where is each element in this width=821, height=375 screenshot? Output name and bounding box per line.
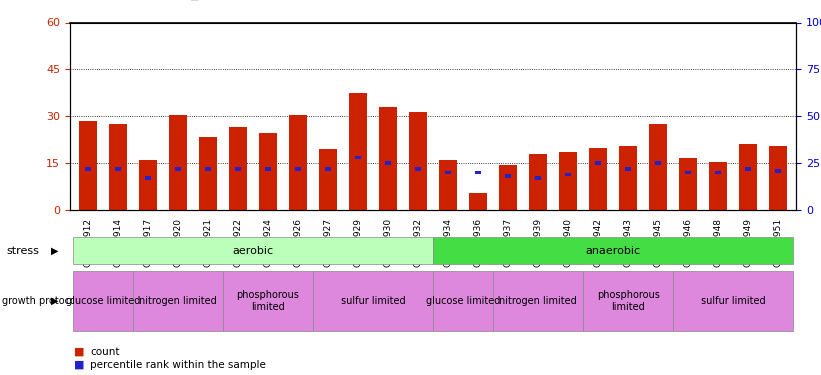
Bar [235, 167, 241, 171]
Bar [595, 161, 601, 165]
Bar [589, 147, 608, 210]
Bar [115, 167, 121, 171]
Bar [79, 121, 97, 210]
Text: glucose limited: glucose limited [426, 296, 500, 306]
Bar [686, 171, 691, 174]
Text: ▶: ▶ [51, 246, 59, 256]
Text: nitrogen limited: nitrogen limited [139, 296, 217, 306]
Bar [295, 167, 300, 171]
Bar [709, 162, 727, 210]
Bar [409, 112, 427, 210]
Bar [325, 167, 331, 171]
Text: phosphorous
limited: phosphorous limited [236, 290, 300, 312]
Bar [626, 167, 631, 171]
Text: glucose limited: glucose limited [66, 296, 140, 306]
Text: ■: ■ [74, 360, 85, 369]
Text: nitrogen limited: nitrogen limited [499, 296, 577, 306]
Bar [445, 171, 451, 174]
Text: ■: ■ [74, 347, 85, 357]
Bar [535, 176, 541, 180]
Text: percentile rank within the sample: percentile rank within the sample [90, 360, 266, 369]
Bar [385, 161, 391, 165]
Bar [619, 146, 637, 210]
Bar [289, 115, 307, 210]
Bar [319, 149, 337, 210]
Bar [229, 127, 247, 210]
Text: aerobic: aerobic [232, 246, 273, 256]
Bar [505, 174, 511, 178]
Bar [139, 160, 157, 210]
Text: phosphorous
limited: phosphorous limited [597, 290, 659, 312]
Bar [355, 156, 361, 159]
Bar [259, 134, 277, 210]
Bar [265, 167, 271, 171]
Bar [566, 172, 571, 176]
Text: sulfur limited: sulfur limited [341, 296, 406, 306]
Text: anaerobic: anaerobic [585, 246, 640, 256]
Bar [85, 167, 90, 171]
Bar [740, 144, 757, 210]
Text: sulfur limited: sulfur limited [701, 296, 766, 306]
Bar [649, 124, 667, 210]
Bar [169, 115, 187, 210]
Bar [679, 158, 697, 210]
Bar [379, 107, 397, 210]
Bar [776, 169, 782, 172]
Bar [715, 171, 721, 174]
Bar [530, 154, 547, 210]
Text: ▶: ▶ [51, 296, 59, 306]
Bar [439, 160, 457, 210]
Bar [145, 176, 151, 180]
Text: count: count [90, 347, 120, 357]
Bar [205, 167, 211, 171]
Bar [559, 152, 577, 210]
Bar [499, 165, 517, 210]
Text: stress: stress [7, 246, 39, 256]
Text: growth protocol: growth protocol [2, 296, 79, 306]
Bar [175, 167, 181, 171]
Bar [199, 136, 217, 210]
Bar [469, 193, 487, 210]
Bar [349, 93, 367, 210]
Bar [415, 167, 421, 171]
Bar [109, 124, 126, 210]
Bar [769, 146, 787, 210]
Bar [655, 161, 661, 165]
Bar [745, 167, 751, 171]
Bar [475, 171, 481, 174]
